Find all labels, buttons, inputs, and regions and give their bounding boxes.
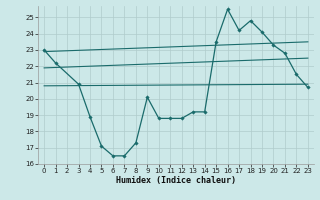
X-axis label: Humidex (Indice chaleur): Humidex (Indice chaleur) <box>116 176 236 185</box>
